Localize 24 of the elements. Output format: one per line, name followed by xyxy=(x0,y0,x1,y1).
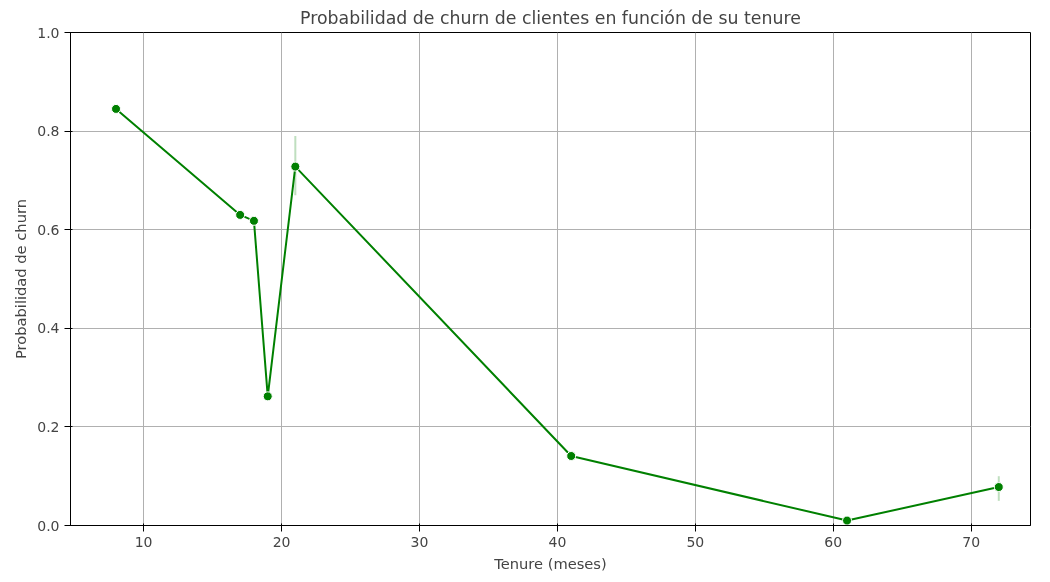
point xyxy=(566,451,577,461)
y-tick-label: 1.0 xyxy=(37,24,60,41)
x-tick-label: 30 xyxy=(410,533,429,550)
x-tick-label: 10 xyxy=(134,533,153,550)
y-tick-label: 0.2 xyxy=(37,418,60,435)
y-tick-label: 0.0 xyxy=(37,517,60,534)
point xyxy=(235,209,246,220)
point xyxy=(111,103,122,114)
point xyxy=(290,161,301,172)
x-tick-label: 70 xyxy=(962,533,981,550)
x-tick-label: 50 xyxy=(686,533,705,550)
x-tick-label: 40 xyxy=(548,533,567,550)
y-axis-title: Probabilidad de churn xyxy=(12,199,30,359)
y-tick-label: 0.8 xyxy=(37,123,60,140)
point xyxy=(262,391,273,402)
chart-title: Probabilidad de churn de clientes en función de su tenure xyxy=(300,7,801,28)
point xyxy=(248,215,259,226)
point xyxy=(842,515,853,526)
x-tick-label: 20 xyxy=(272,533,291,550)
y-tick-label: 0.6 xyxy=(37,221,60,238)
point xyxy=(993,482,1004,493)
x-axis-title: Tenure (meses) xyxy=(493,554,607,572)
y-tick-label: 0.4 xyxy=(37,320,60,337)
x-tick-label: 60 xyxy=(824,533,843,550)
